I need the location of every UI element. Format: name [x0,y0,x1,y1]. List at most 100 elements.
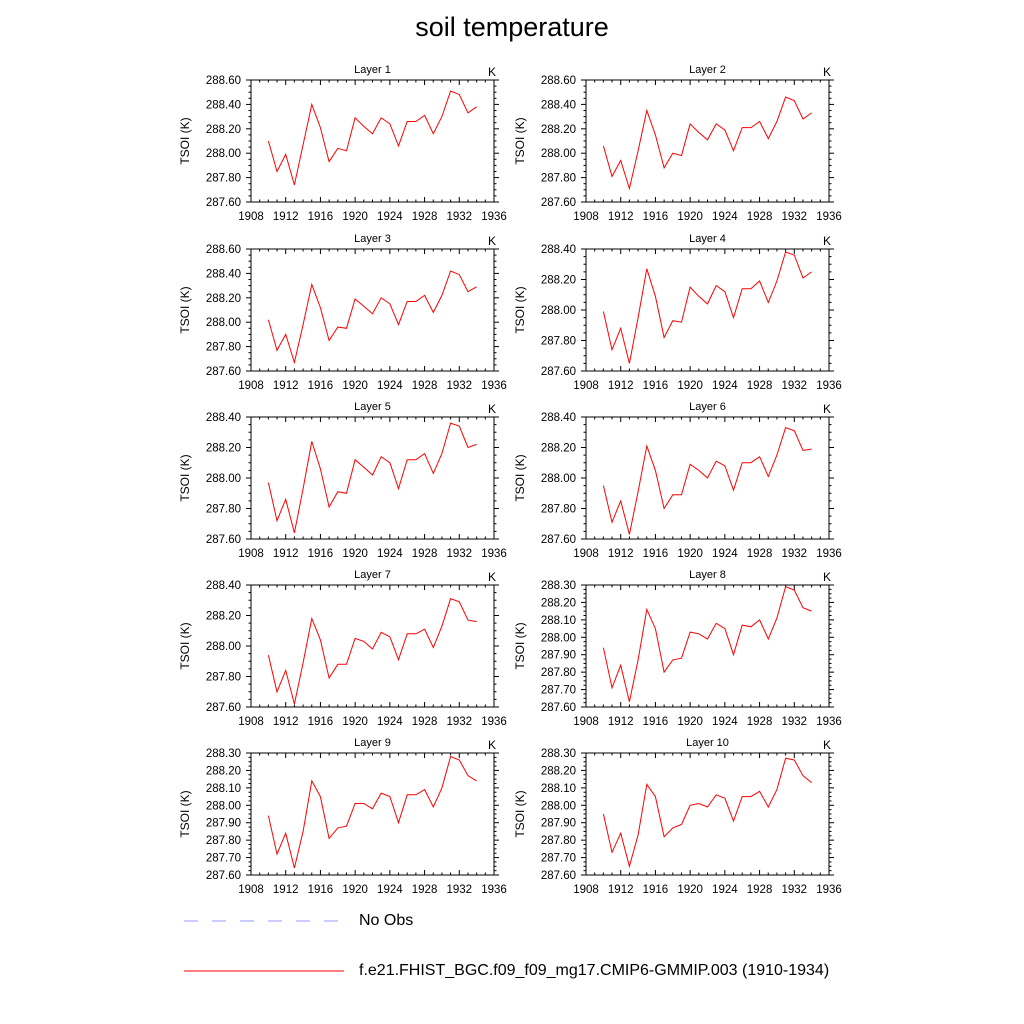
y-tick-label: 287.60 [541,870,576,882]
units-label: K [488,234,496,248]
y-tick-label: 288.20 [541,443,576,455]
y-tick-label: 287.60 [206,702,241,714]
plot-frame [585,248,830,372]
x-tick-label: 1924 [712,548,738,560]
y-tick-label: 287.60 [541,534,576,546]
y-tick-label: 288.00 [541,632,576,644]
x-tick-label: 1932 [446,716,472,728]
x-tick-label: 1916 [643,211,669,223]
x-tick-label: 1908 [238,548,264,560]
series-line [267,90,477,186]
units-label: K [488,402,496,416]
x-tick-label: 1928 [747,884,773,896]
y-tick-label: 288.30 [541,748,576,760]
legend-label-no-obs: No Obs [359,912,414,929]
panel-title: Layer 8 [689,569,726,581]
x-tick-label: 1920 [677,716,703,728]
x-tick-label: 1924 [377,548,403,560]
units-label: K [823,570,831,584]
panel-layer-10: 1908 1912 1916 1920 1924 1928 1932 1936 287.60 28… [513,737,842,896]
x-tick-label: 1936 [481,884,507,896]
x-tick-label: 1932 [446,380,472,392]
y-tick-label: 287.60 [206,870,241,882]
y-axis-label: TSOI (K) [178,454,192,501]
x-tick-label: 1920 [677,211,703,223]
series-line [602,586,812,702]
x-tick-label: 1912 [273,548,299,560]
x-tick-label: 1932 [781,716,807,728]
plot-frame [585,752,830,876]
y-tick-label: 287.80 [206,835,241,847]
plot-frame [250,79,495,203]
y-tick-label: 288.20 [541,765,576,777]
panel-title: Layer 6 [689,401,726,413]
plot-frame [250,248,495,372]
y-tick-label: 288.40 [206,412,241,424]
units-label: K [488,570,496,584]
x-tick-label: 1912 [273,884,299,896]
x-tick-label: 1920 [342,884,368,896]
x-tick-label: 1908 [238,211,264,223]
x-tick-label: 1916 [308,884,334,896]
x-tick-label: 1916 [308,716,334,728]
series-line [267,422,477,534]
series-line [602,251,812,364]
figure-title: soil temperature [415,12,609,42]
y-tick-label: 288.00 [541,800,576,812]
units-label: K [823,234,831,248]
units-label: K [488,738,496,752]
series-line [602,757,812,869]
y-tick-label: 288.30 [206,748,241,760]
y-tick-label: 288.40 [206,268,241,280]
x-tick-label: 1924 [377,884,403,896]
legend-label-model: f.e21.FHIST_BGC.f09_f09_mg17.CMIP6-GMMIP… [359,962,830,979]
y-tick-label: 288.00 [541,305,576,317]
x-tick-label: 1920 [677,380,703,392]
x-tick-label: 1912 [273,211,299,223]
y-tick-label: 288.00 [206,800,241,812]
y-tick-label: 288.20 [206,765,241,777]
y-tick-label: 288.20 [206,611,241,623]
panel-title: Layer 5 [354,401,391,413]
y-tick-label: 287.60 [541,702,576,714]
y-tick-label: 287.70 [541,853,576,865]
x-tick-label: 1924 [377,380,403,392]
y-tick-label: 288.20 [541,275,576,287]
x-tick-label: 1924 [377,211,403,223]
y-tick-label: 288.00 [541,148,576,160]
x-tick-label: 1920 [342,716,368,728]
x-tick-label: 1908 [573,884,599,896]
x-tick-label: 1936 [481,211,507,223]
plot-frame [585,584,830,708]
panel-layer-7: 1908 1912 1916 1920 1924 1928 1932 1936 287.60 28… [178,569,507,728]
x-tick-label: 1936 [816,884,842,896]
legend-line-model [184,970,344,972]
y-tick-label: 287.80 [541,336,576,348]
y-tick-label: 287.80 [206,504,241,516]
panel-layer-8: 1908 1912 1916 1920 1924 1928 1932 1936 287.60 28… [513,569,842,728]
x-tick-label: 1932 [781,380,807,392]
x-tick-label: 1928 [412,211,438,223]
x-tick-label: 1924 [712,380,738,392]
series-line [267,755,477,869]
y-axis-label: TSOI (K) [513,286,527,333]
y-tick-label: 287.60 [206,197,241,209]
panel-title: Layer 9 [354,737,391,749]
x-tick-label: 1932 [781,548,807,560]
x-tick-label: 1936 [816,211,842,223]
units-label: K [823,402,831,416]
y-tick-label: 287.70 [206,853,241,865]
y-tick-label: 288.60 [206,75,241,87]
units-label: K [488,65,496,79]
x-tick-label: 1924 [712,211,738,223]
x-tick-label: 1912 [608,380,634,392]
x-tick-label: 1936 [481,380,507,392]
series-line [267,598,477,705]
panel-layer-3: 1908 1912 1916 1920 1924 1928 1932 1936 287.60 28… [178,233,507,392]
y-tick-label: 287.80 [206,672,241,684]
y-tick-label: 287.80 [541,835,576,847]
y-axis-label: TSOI (K) [513,117,527,164]
plot-frame [250,584,495,708]
y-tick-label: 287.60 [206,534,241,546]
